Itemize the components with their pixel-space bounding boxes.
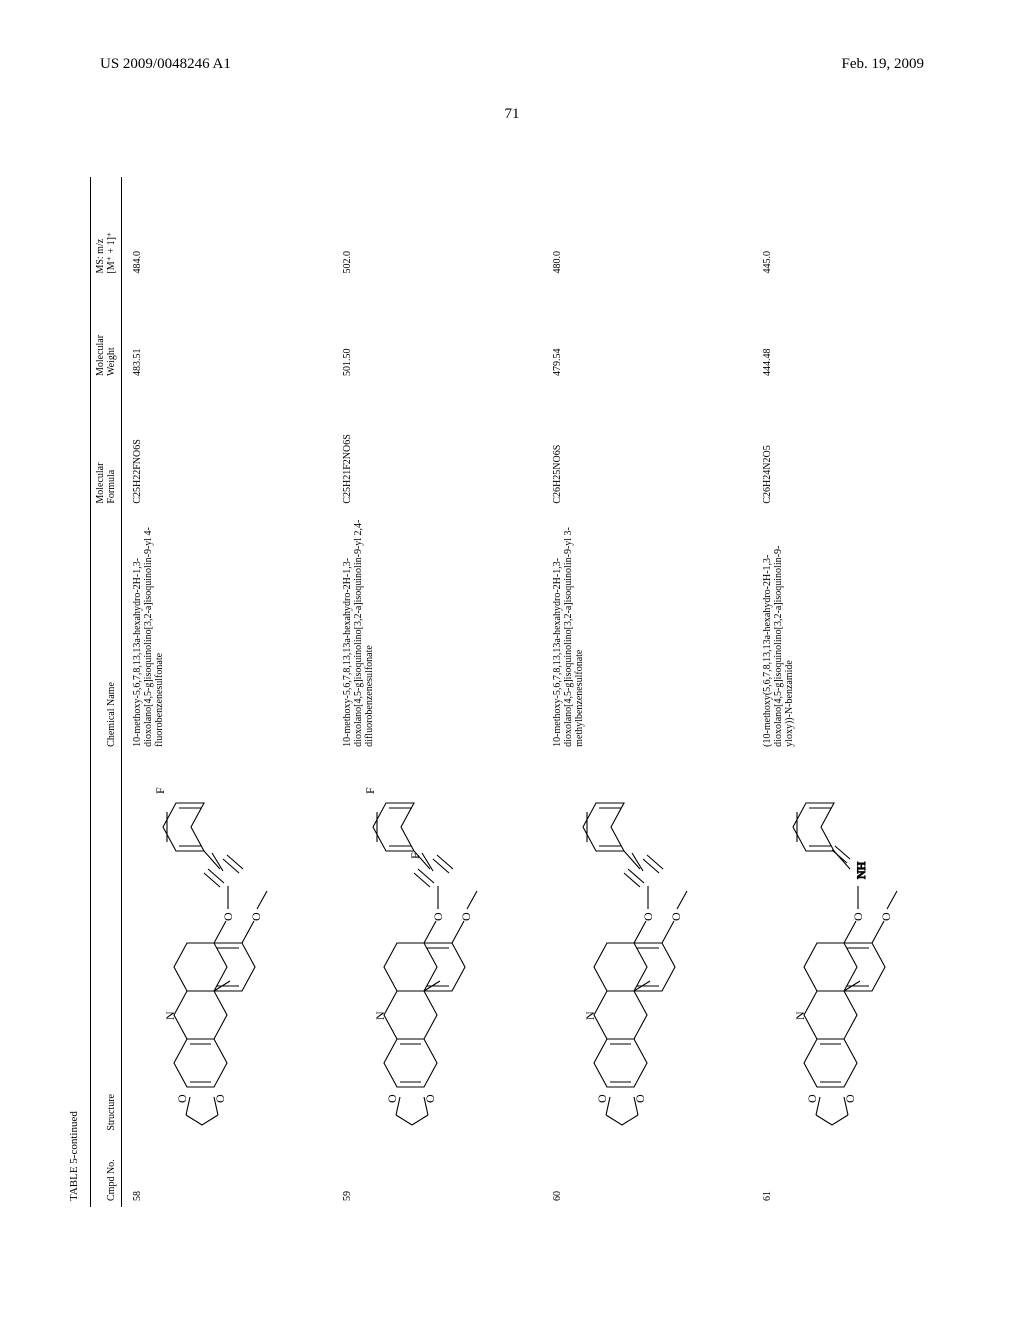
compound-table: TABLE 5-continued Cmpd No. Structure Che… xyxy=(58,177,962,1207)
cmpd-no: 58 xyxy=(122,1137,333,1207)
molecular-formula: C26H25NO6S xyxy=(542,382,752,510)
svg-text:O: O xyxy=(851,912,865,921)
col-ms: MS: m/z [M⁺ + 1]⁺ xyxy=(91,177,122,280)
svg-text:O: O xyxy=(221,912,235,921)
svg-text:O: O xyxy=(595,1094,609,1103)
ms-value: 502.0 xyxy=(332,177,542,280)
molecular-weight: 483.51 xyxy=(122,280,333,382)
col-molecular-weight: Molecular Weight xyxy=(91,280,122,382)
svg-text:N: N xyxy=(373,1011,387,1020)
svg-text:O: O xyxy=(633,1094,647,1103)
table-caption: TABLE 5-continued xyxy=(58,177,91,1207)
col-structure: Structure xyxy=(91,753,122,1137)
structure-svg: O O N O O F F xyxy=(342,771,532,1131)
structure-cell: O O N O O F F xyxy=(332,753,542,1137)
structure-cell: O O N O O NH xyxy=(752,753,962,1137)
svg-text:O: O xyxy=(175,1094,189,1103)
svg-text:F: F xyxy=(153,787,167,794)
molecular-weight: 479.54 xyxy=(542,280,752,382)
molecular-formula: C25H22FNO6S xyxy=(122,382,333,510)
molecular-weight: 444.48 xyxy=(752,280,962,382)
svg-text:O: O xyxy=(385,1094,399,1103)
svg-text:N: N xyxy=(583,1011,597,1020)
col-molecular-formula: Molecular Formula xyxy=(91,382,122,510)
ms-value: 445.0 xyxy=(752,177,962,280)
ms-value: 480.0 xyxy=(542,177,752,280)
svg-text:O: O xyxy=(879,912,893,921)
table-row: 61 O O N O O NH xyxy=(752,177,962,1207)
cmpd-no: 61 xyxy=(752,1137,962,1207)
molecular-weight: 501.50 xyxy=(332,280,542,382)
svg-text:F: F xyxy=(408,852,422,859)
svg-text:O: O xyxy=(843,1094,857,1103)
chemical-name: (10-methoxy(5,6,7,8,13,13a-hexahydro-2H-… xyxy=(752,510,962,753)
table-row: 58 O O N O O xyxy=(122,177,333,1207)
molecular-formula: C26H24N2O5 xyxy=(752,382,962,510)
structure-svg: O O N O O F xyxy=(132,771,322,1131)
svg-text:O: O xyxy=(431,912,445,921)
svg-text:O: O xyxy=(805,1094,819,1103)
svg-text:O: O xyxy=(459,912,473,921)
page-header: US 2009/0048246 A1 Feb. 19, 2009 xyxy=(0,56,1024,73)
svg-text:O: O xyxy=(641,912,655,921)
table-row: 60 O O N O O xyxy=(542,177,752,1207)
svg-text:N: N xyxy=(163,1011,177,1020)
table-row: 59 O O N O O xyxy=(332,177,542,1207)
structure-svg: O O N O O NH xyxy=(762,771,952,1131)
svg-text:N: N xyxy=(793,1011,807,1020)
svg-text:O: O xyxy=(249,912,263,921)
chemical-name: 10-methoxy-5,6,7,8,13,13a-hexahydro-2H-1… xyxy=(542,510,752,753)
cmpd-no: 60 xyxy=(542,1137,752,1207)
chemical-name: 10-methoxy-5,6,7,8,13,13a-hexahydro-2H-1… xyxy=(122,510,333,753)
molecular-formula: C25H21F2NO6S xyxy=(332,382,542,510)
ms-value: 484.0 xyxy=(122,177,333,280)
publication-date: Feb. 19, 2009 xyxy=(842,56,925,73)
svg-text:O: O xyxy=(213,1094,227,1103)
table-container: TABLE 5-continued Cmpd No. Structure Che… xyxy=(58,177,962,1207)
cmpd-no: 59 xyxy=(332,1137,542,1207)
chemical-name: 10-methoxy-5,6,7,8,13,13a-hexahydro-2H-1… xyxy=(332,510,542,753)
col-chemical-name: Chemical Name xyxy=(91,510,122,753)
structure-svg: O O N O O xyxy=(552,771,742,1131)
table-header-row: Cmpd No. Structure Chemical Name Molecul… xyxy=(91,177,122,1207)
publication-number: US 2009/0048246 A1 xyxy=(100,56,231,73)
structure-cell: O O N O O xyxy=(542,753,752,1137)
svg-text:F: F xyxy=(363,787,377,794)
col-cmpd-no: Cmpd No. xyxy=(91,1137,122,1207)
structure-cell: O O N O O F xyxy=(122,753,333,1137)
table-caption-row: TABLE 5-continued xyxy=(58,177,91,1207)
page-number: 71 xyxy=(0,106,1024,123)
svg-text:O: O xyxy=(423,1094,437,1103)
svg-text:O: O xyxy=(669,912,683,921)
svg-text:NH: NH xyxy=(854,861,868,879)
